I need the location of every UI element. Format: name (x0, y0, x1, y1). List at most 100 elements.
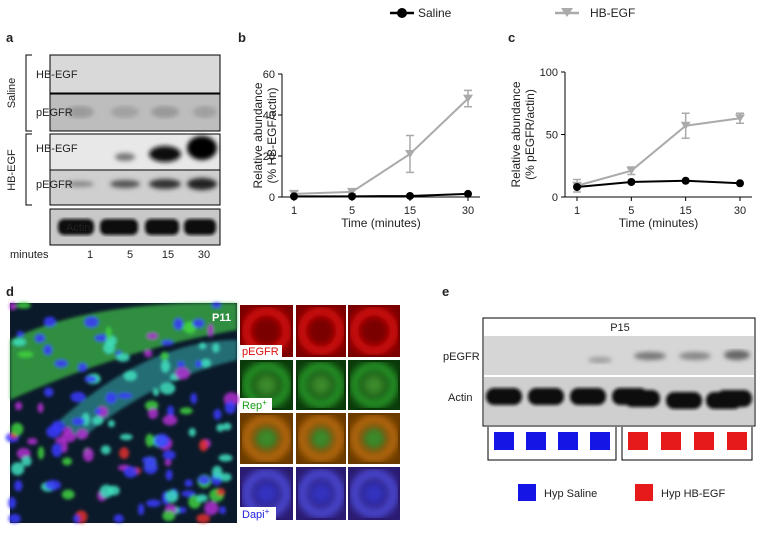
stain-sup: + (262, 398, 267, 407)
row-label: pEGFR (36, 107, 73, 119)
cell (46, 425, 62, 438)
cell (216, 488, 226, 496)
cell (199, 439, 209, 452)
cell (164, 459, 172, 466)
group-label: HB-EGF (6, 149, 18, 191)
cell (105, 391, 117, 405)
cell (44, 479, 61, 491)
cell (192, 318, 205, 328)
cell (173, 317, 184, 330)
tile-core (254, 427, 279, 450)
row-label: HB-EGF (36, 143, 78, 155)
cell (71, 417, 85, 426)
cell (113, 514, 124, 523)
series-line (576, 117, 741, 187)
tile-core (254, 481, 279, 506)
x-axis-label: Time (minutes) (341, 216, 421, 230)
blot-e (482, 317, 756, 501)
tile-cell (350, 362, 398, 408)
cell (143, 460, 158, 475)
row-label: pEGFR (443, 351, 480, 363)
x-tick-label: 15 (680, 205, 692, 217)
tile-core (362, 374, 386, 396)
cell (212, 342, 220, 353)
cell (160, 359, 171, 373)
point (348, 192, 356, 201)
cell (218, 454, 233, 462)
tile-ring (298, 307, 344, 355)
cell (224, 401, 236, 414)
cell (204, 501, 219, 516)
cell (196, 494, 208, 503)
series-line (294, 192, 469, 198)
y-axis-label: Relative abundance (509, 81, 523, 187)
cell (165, 489, 179, 503)
x-tick-label: 1 (574, 205, 580, 217)
cell (194, 360, 203, 368)
stain-text: Dapi (242, 509, 265, 521)
cell (160, 351, 169, 361)
cell (162, 414, 178, 426)
point (405, 149, 415, 158)
y-axis-label: (% HB-EGF/actin) (265, 87, 279, 183)
y-tick-label: 0 (269, 192, 275, 204)
stain-label: pEGFR Rep+ Dapi+ (240, 345, 282, 521)
y-tick-label: 40 (263, 110, 275, 122)
x-tick-label: 30 (462, 205, 474, 217)
cell (119, 433, 133, 441)
cell (62, 457, 73, 466)
tile-ring (350, 469, 398, 518)
y-tick-label: 60 (263, 69, 275, 81)
cell (196, 513, 211, 524)
cell (17, 350, 34, 359)
cell (72, 514, 81, 524)
cell (119, 447, 130, 459)
micrograph (5, 302, 240, 524)
tiles (240, 305, 400, 520)
cell (70, 391, 86, 403)
cell (152, 387, 160, 397)
y-tick-label: 0 (552, 192, 558, 204)
cell (43, 316, 57, 328)
cell (141, 456, 157, 464)
age-tag: P11 (212, 312, 231, 324)
panel-letter: d (6, 284, 14, 299)
cell (100, 445, 111, 455)
cell (84, 316, 99, 328)
cell (145, 400, 159, 411)
cell (84, 375, 97, 383)
cell (123, 370, 138, 381)
blot-a (25, 54, 221, 246)
cell (60, 440, 68, 453)
tile-ring (242, 415, 291, 462)
cell (200, 358, 212, 368)
cells (5, 302, 240, 524)
tile-cell (298, 415, 344, 462)
point (681, 176, 690, 185)
cell (99, 484, 113, 498)
cell (213, 408, 222, 420)
cell (211, 465, 223, 479)
stain-text: Dapi+ (242, 507, 270, 521)
tile-cell (298, 362, 344, 408)
y-axis-label: (% pEGFR/actin) (523, 89, 537, 180)
cell (161, 339, 174, 346)
x-tick-label: 5 (349, 205, 355, 217)
cell (11, 422, 24, 436)
panel-letter: b (238, 30, 246, 45)
tile-ring (350, 362, 398, 408)
cell (51, 443, 63, 458)
cell (211, 302, 222, 309)
series-line (293, 97, 469, 195)
point (290, 192, 298, 201)
tile-cell (350, 415, 398, 462)
tile-cell (242, 415, 291, 462)
tile-ring (298, 469, 344, 518)
cell (16, 302, 31, 309)
cell (219, 506, 226, 515)
cell (174, 367, 191, 380)
tile-cell (350, 469, 398, 518)
y-tick-label: 100 (540, 67, 558, 79)
age-tag: P15 (610, 322, 630, 334)
